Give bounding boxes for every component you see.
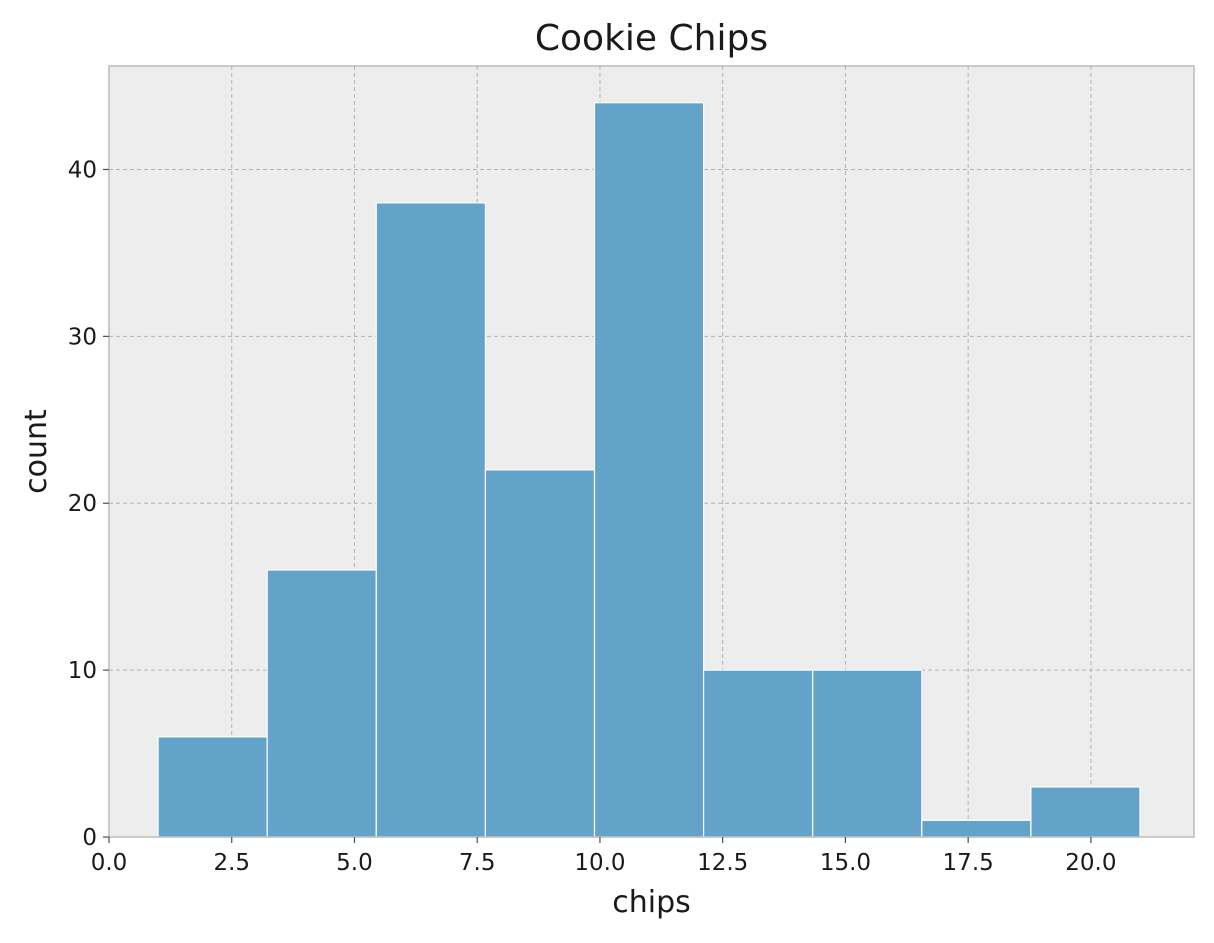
chart-title: Cookie Chips [535,18,768,59]
x-tick-label: 2.5 [213,850,250,876]
y-tick-label: 20 [68,491,97,517]
x-tick-label: 12.5 [697,850,748,876]
y-axis-label: count [19,409,54,494]
histogram-bar [921,819,1032,838]
y-tick-label: 0 [82,825,97,851]
histogram-bar [375,202,487,838]
y-tick-label: 40 [68,157,97,183]
x-tick-label: 5.0 [336,850,373,876]
x-tick-label: 15.0 [820,850,871,876]
histogram-bar [484,469,596,838]
histogram-bar [266,569,377,838]
bars-layer [157,102,1141,838]
histogram-bar [812,669,923,838]
x-tick-label: 20.0 [1065,850,1116,876]
x-tick-label: 0.0 [91,850,128,876]
histogram-bar [157,736,268,838]
histogram-bar [593,102,705,838]
x-tick-label: 7.5 [459,850,496,876]
histogram-bar [1030,786,1141,838]
y-tick-label: 30 [68,324,97,350]
x-tick-label: 10.0 [574,850,625,876]
x-axis-label: chips [612,885,691,920]
plot-frame [108,65,1195,838]
ticks-layer: 0.0 2.5 5.0 7.5 10.0 12.5 15.0 17.5 20.0 0 10 20 30 4… [68,157,1117,876]
x-tick-label: 17.5 [943,850,994,876]
y-tick-label: 10 [68,658,97,684]
histogram-bar [702,669,814,838]
